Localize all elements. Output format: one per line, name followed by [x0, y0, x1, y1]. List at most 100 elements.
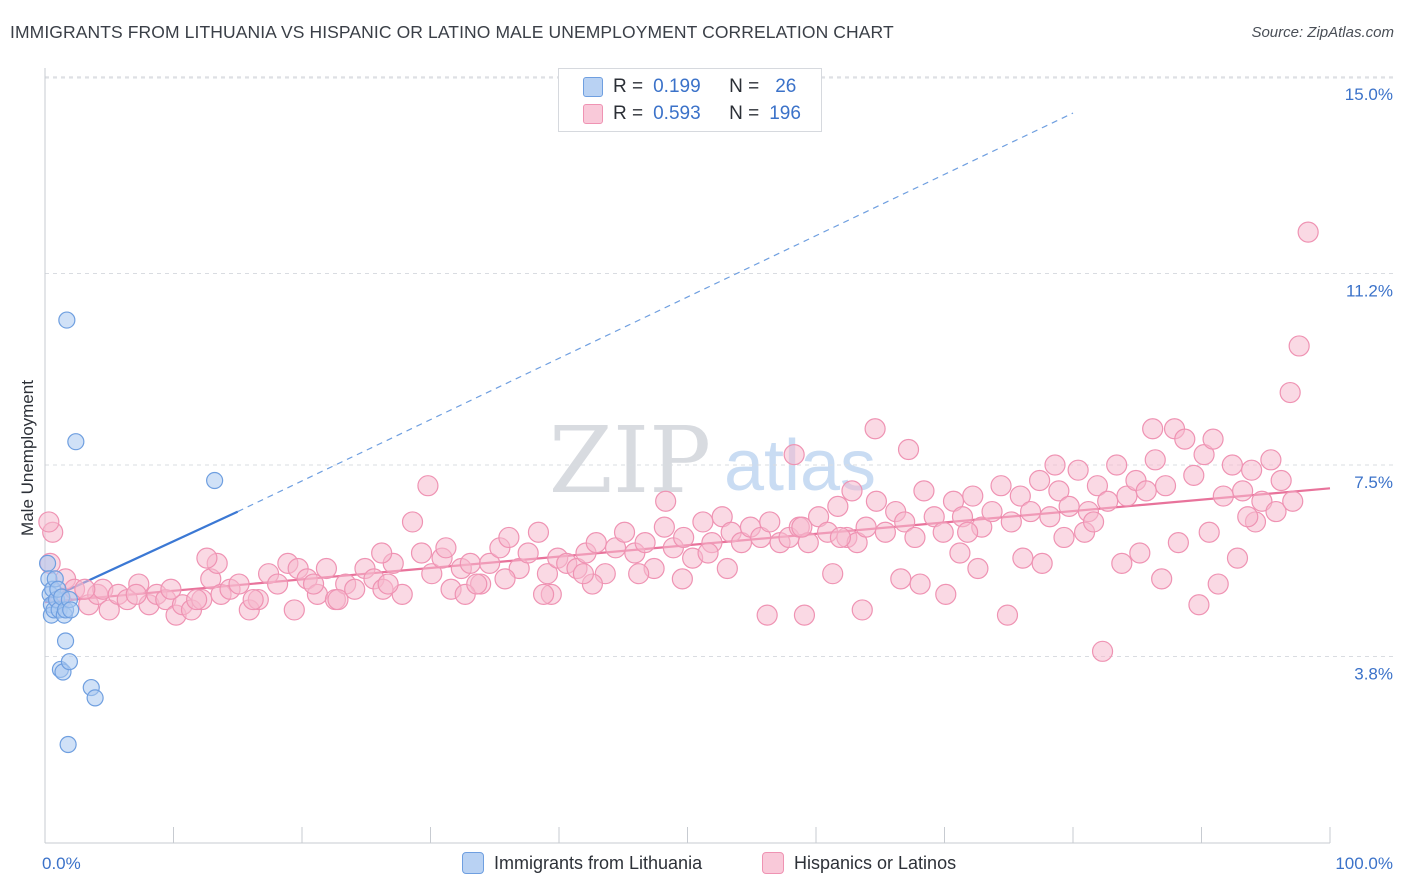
tick-labels: 3.8% 7.5% 11.2% 15.0% 0.0% 100.0%: [42, 85, 1393, 873]
hispanic-point: [410, 542, 433, 564]
hispanic-point: [196, 547, 218, 569]
hispanic-point: [1082, 511, 1105, 533]
hispanic-point: [932, 521, 954, 543]
legend-n-label: N =: [729, 103, 760, 124]
hispanic-point: [865, 490, 887, 512]
legend-n-value: 196: [769, 103, 801, 124]
hispanic-point: [894, 511, 916, 533]
chart-title: IMMIGRANTS FROM LITHUANIA VS HISPANIC OR…: [10, 22, 894, 42]
legend-item-lithuania[interactable]: Immigrants from Lithuania: [462, 852, 702, 874]
hispanic-point: [1012, 547, 1034, 569]
legend-row-hispanic: R = 0.593 N = 196: [559, 102, 801, 126]
lithuania-point: [86, 689, 104, 707]
hispanic-point: [1226, 547, 1249, 569]
hispanic-point: [327, 588, 349, 611]
hispanic-point: [1091, 640, 1114, 662]
hispanic-point: [1183, 464, 1205, 486]
hispanic-point: [841, 480, 863, 502]
hispanic-point: [822, 563, 844, 585]
lithuania-point: [58, 311, 76, 329]
hispanic-point: [1212, 485, 1234, 507]
axes: [44, 68, 1331, 844]
hispanic-point: [1044, 454, 1066, 476]
hispanic-point: [759, 511, 781, 533]
hispanic-point: [1282, 490, 1304, 512]
hispanic-point: [1048, 480, 1070, 502]
hispanic-point: [435, 537, 457, 559]
hispanic-point: [1202, 428, 1224, 450]
hispanic-point: [692, 511, 714, 533]
hispanic-point: [909, 573, 931, 595]
hispanic-point: [1019, 500, 1042, 523]
hispanic-point: [613, 521, 636, 543]
hispanic-point: [1221, 454, 1243, 476]
y-tick-label: 11.2%: [1346, 282, 1393, 301]
hispanic-point: [1174, 428, 1196, 450]
hispanic-point: [266, 573, 289, 595]
x-tick-label: 100.0%: [1335, 854, 1393, 873]
hispanic-point: [990, 475, 1012, 497]
source-label: Source: ZipAtlas.com: [1251, 24, 1394, 41]
hispanic-point: [1207, 573, 1229, 595]
legend-label-lithuania: Immigrants from Lithuania: [494, 852, 703, 873]
watermark-zip: ZIP: [549, 407, 711, 514]
hispanic-point: [498, 526, 520, 549]
legend-swatch-blue: [462, 852, 484, 874]
hispanic-point: [377, 573, 399, 595]
hispanic-point: [716, 557, 738, 580]
hispanic-point: [74, 578, 96, 600]
hispanic-point: [1270, 469, 1292, 492]
y-tick-label: 3.8%: [1354, 665, 1393, 684]
lithuania-point: [67, 433, 85, 451]
hispanic-point: [957, 521, 979, 543]
hispanic-point: [1279, 381, 1301, 404]
hispanic-point: [585, 532, 607, 554]
hispanic-point: [935, 583, 957, 605]
hispanic-point: [793, 604, 816, 626]
legend-swatch-blue: [583, 77, 603, 97]
legend-row-lithuania: R = 0.199 N = 26: [559, 75, 796, 99]
hispanic-point: [890, 568, 912, 590]
hispanic-point: [1265, 500, 1287, 523]
hispanic-point: [653, 516, 675, 538]
legend-swatch-pink: [583, 104, 603, 124]
hispanic-point: [962, 485, 984, 507]
hispanic-point: [1260, 449, 1282, 471]
hispanic-point: [160, 578, 182, 600]
hispanic-point: [1142, 418, 1164, 440]
legend-item-hispanic[interactable]: Hispanics or Latinos: [762, 852, 956, 874]
hispanic-point: [967, 557, 989, 580]
hispanic-point: [981, 500, 1003, 523]
lithuania-point: [60, 653, 79, 671]
watermark: ZIP atlas: [549, 407, 876, 514]
hispanic-point: [1028, 469, 1051, 492]
hispanic-point: [1000, 511, 1022, 533]
lithuania-point: [206, 471, 224, 490]
hispanic-point: [1241, 459, 1263, 481]
hispanic-point: [855, 516, 877, 538]
hispanic-point: [242, 588, 264, 611]
hispanic-point: [1135, 480, 1157, 502]
hispanic-point: [125, 583, 147, 605]
hispanic-point: [421, 563, 443, 585]
lithuania-point: [56, 632, 75, 650]
hispanic-point: [459, 552, 481, 574]
hispanic-point: [1053, 526, 1075, 549]
hispanic-point: [1039, 506, 1061, 528]
x-tick-label: 0.0%: [42, 854, 81, 873]
hispanic-point: [864, 418, 886, 440]
hispanic-point: [186, 588, 208, 611]
legend-r-value: 0.593: [653, 103, 701, 124]
hispanic-point: [1097, 490, 1119, 512]
hispanic-point: [1167, 532, 1189, 554]
series-legend: Immigrants from Lithuania Hispanics or L…: [0, 852, 1406, 878]
hispanic-point: [1232, 480, 1254, 502]
hispanic-point: [494, 568, 516, 590]
hispanic-point: [517, 542, 539, 564]
legend-n-label: N =: [729, 76, 760, 97]
hispanic-point: [874, 521, 896, 543]
hispanic-point: [904, 526, 926, 549]
hispanic-point: [671, 568, 693, 590]
hispanic-point: [634, 532, 656, 554]
